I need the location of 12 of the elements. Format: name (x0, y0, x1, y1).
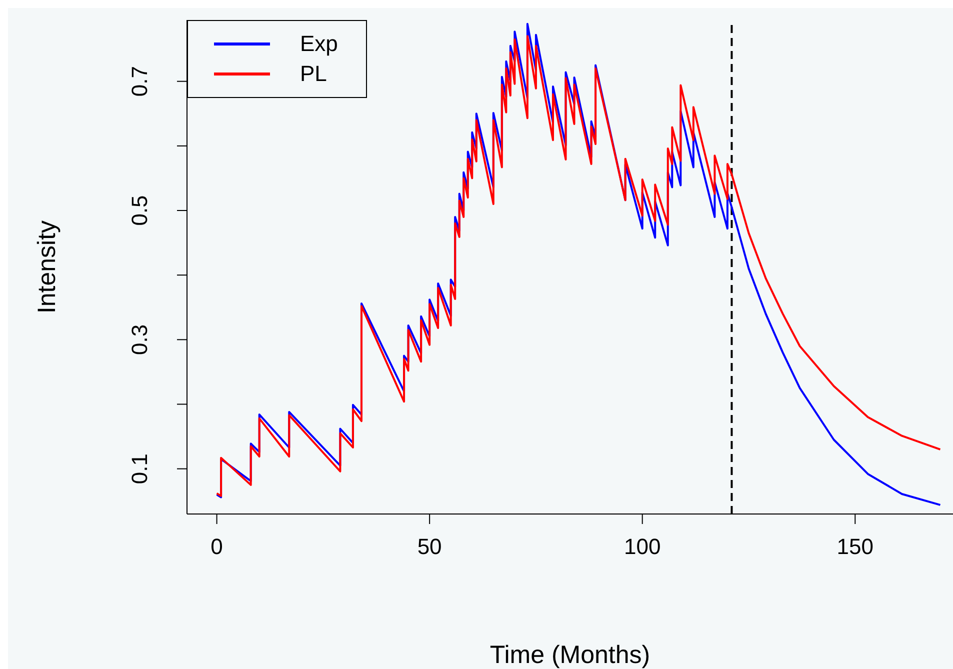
y-tick-label: 0.7 (127, 66, 152, 97)
x-tick-label: 150 (836, 534, 874, 559)
y-tick-label: 0.1 (127, 454, 152, 484)
legend-label: PL (300, 61, 327, 87)
x-tick-label: 50 (417, 534, 442, 559)
x-tick-label: 0 (210, 534, 223, 559)
x-axis-title: Time (Months) (490, 641, 650, 669)
legend-label: Exp (300, 31, 338, 57)
x-tick-label: 100 (624, 534, 661, 559)
y-tick-label: 0.3 (127, 324, 152, 355)
y-axis-title: Intensity (32, 220, 61, 314)
y-tick-label: 0.5 (127, 195, 152, 226)
